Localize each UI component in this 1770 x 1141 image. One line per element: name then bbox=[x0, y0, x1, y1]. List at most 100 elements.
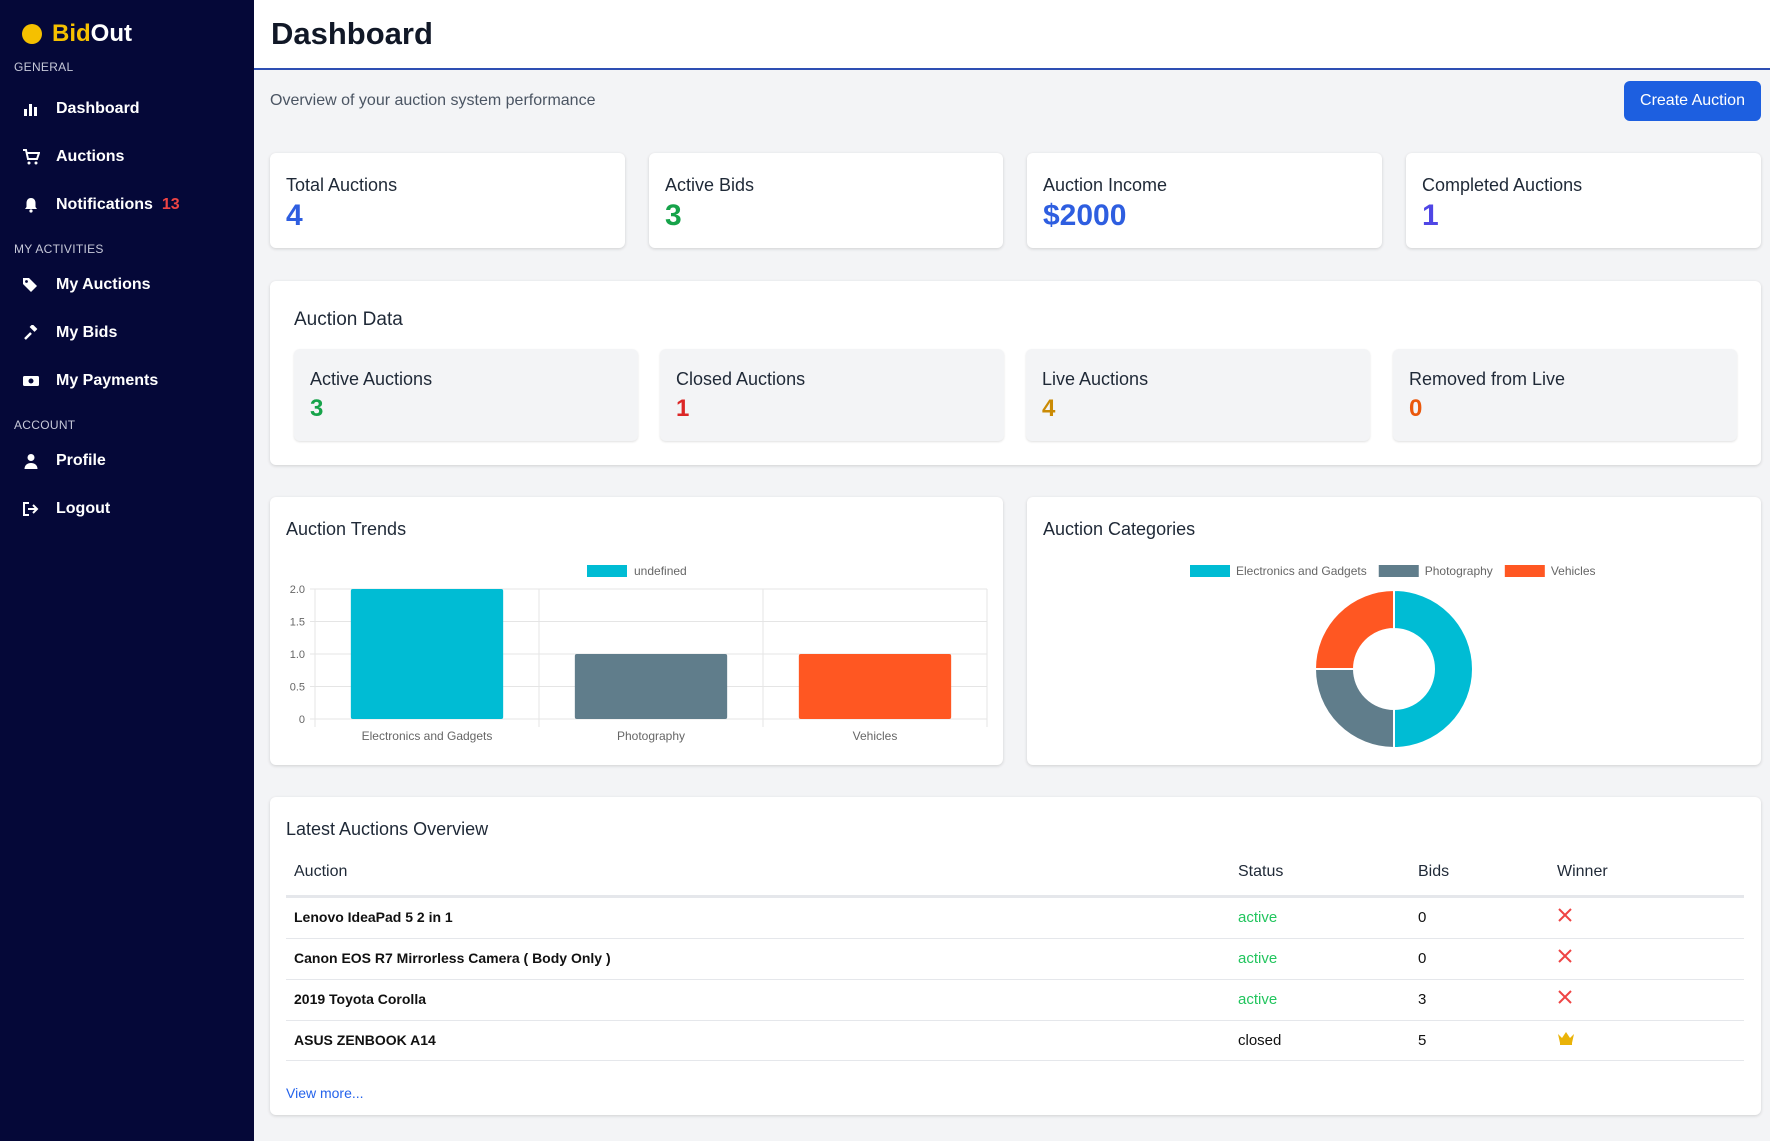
data-card-closed-auctions: Closed Auctions 1 bbox=[660, 349, 1004, 441]
sidebar-item-label: Profile bbox=[56, 452, 106, 469]
tags-icon bbox=[20, 274, 42, 296]
section-label-my-activities: MY ACTIVITIES bbox=[14, 242, 104, 256]
top-header: Dashboard bbox=[254, 0, 1770, 70]
stat-value: 4 bbox=[286, 199, 303, 232]
x-tick-label: Vehicles bbox=[853, 729, 898, 743]
sidebar-item-dashboard[interactable]: Dashboard bbox=[20, 95, 140, 123]
y-tick-label: 0.5 bbox=[290, 682, 305, 694]
legend-swatch[interactable] bbox=[1190, 565, 1230, 577]
sidebar-item-label: Notifications bbox=[56, 196, 153, 213]
sidebar-item-logout[interactable]: Logout bbox=[20, 495, 110, 523]
x-tick-label: Electronics and Gadgets bbox=[362, 729, 493, 743]
sidebar-item-label: My Payments bbox=[56, 372, 159, 389]
sidebar-item-auctions[interactable]: Auctions bbox=[20, 143, 124, 171]
latest-auctions-panel: Latest Auctions Overview Auction Status … bbox=[270, 797, 1761, 1115]
auction-trends-panel: Auction Trends 0 0.5 1.0 1.5 2.0 Electronics… bbox=[270, 497, 1003, 765]
column-header-status: Status bbox=[1238, 863, 1284, 880]
bell-icon bbox=[20, 194, 42, 216]
legend-label[interactable]: Photography bbox=[1425, 564, 1493, 578]
bar-electronics-and-gadgets[interactable] bbox=[350, 589, 504, 719]
data-value: 1 bbox=[676, 395, 690, 422]
gavel-icon bbox=[20, 322, 42, 344]
legend-swatch[interactable] bbox=[1378, 565, 1419, 577]
auction-name[interactable]: 2019 Toyota Corolla bbox=[294, 991, 427, 1007]
data-value: 4 bbox=[1042, 395, 1056, 422]
brand-logo[interactable]: Bid Out bbox=[22, 20, 132, 48]
slice-electronics-and-gadgets[interactable] bbox=[1393, 588, 1474, 750]
legend-swatch[interactable] bbox=[1504, 565, 1545, 577]
sidebar-item-profile[interactable]: Profile bbox=[20, 447, 106, 475]
x-icon bbox=[1557, 907, 1573, 927]
section-label-account: ACCOUNT bbox=[14, 418, 76, 432]
legend-label[interactable]: undefined bbox=[634, 564, 687, 578]
sidebar-item-my-bids[interactable]: My Bids bbox=[20, 319, 117, 347]
auction-bids: 5 bbox=[1418, 1032, 1427, 1049]
table-row[interactable]: Lenovo IdeaPad 5 2 in 1 active 0 bbox=[286, 897, 1744, 938]
stat-value: 1 bbox=[1422, 199, 1439, 232]
table-row[interactable]: ASUS ZENBOOK A14 closed 5 bbox=[286, 1020, 1744, 1061]
y-tick-label: 1.0 bbox=[290, 649, 305, 661]
auction-status: closed bbox=[1238, 1032, 1282, 1049]
data-value: 3 bbox=[310, 395, 324, 422]
money-icon bbox=[20, 370, 42, 392]
user-icon bbox=[20, 450, 42, 472]
auction-status: active bbox=[1238, 991, 1278, 1008]
section-label-general: GENERAL bbox=[14, 60, 74, 74]
notification-count-badge: 13 bbox=[161, 196, 180, 213]
stat-label: Active Bids bbox=[665, 175, 755, 195]
sidebar-item-label: My Auctions bbox=[56, 276, 151, 293]
stat-value: $2000 bbox=[1043, 199, 1127, 232]
stat-card-completed-auctions: Completed Auctions 1 bbox=[1406, 153, 1761, 248]
auction-bids: 0 bbox=[1418, 950, 1427, 967]
view-more-link[interactable]: View more... bbox=[286, 1085, 364, 1101]
legend-label[interactable]: Electronics and Gadgets bbox=[1236, 564, 1367, 578]
stat-card-active-bids: Active Bids 3 bbox=[649, 153, 1003, 248]
slice-vehicles[interactable] bbox=[1313, 588, 1395, 670]
stat-value: 3 bbox=[665, 199, 682, 232]
legend-label[interactable]: Vehicles bbox=[1551, 564, 1596, 578]
auction-name[interactable]: ASUS ZENBOOK A14 bbox=[294, 1032, 436, 1048]
data-label: Live Auctions bbox=[1042, 369, 1149, 389]
x-tick-label: Photography bbox=[617, 729, 685, 743]
bar-chart-icon bbox=[20, 98, 42, 120]
page-title: Dashboard bbox=[271, 16, 433, 51]
sidebar-item-notifications[interactable]: Notifications 13 bbox=[20, 191, 180, 219]
column-header-bids: Bids bbox=[1418, 863, 1450, 880]
panel-title: Latest Auctions Overview bbox=[286, 819, 489, 839]
auction-data-panel: Auction Data Active Auctions 3 Closed Au… bbox=[270, 281, 1761, 465]
brand-part-1: Bid bbox=[52, 20, 91, 47]
auction-name[interactable]: Canon EOS R7 Mirrorless Camera ( Body On… bbox=[294, 950, 611, 966]
brand-part-2: Out bbox=[90, 20, 132, 47]
auction-bids: 0 bbox=[1418, 909, 1427, 926]
cart-icon bbox=[20, 146, 42, 168]
logout-icon bbox=[20, 498, 42, 520]
create-auction-button[interactable]: Create Auction bbox=[1624, 81, 1761, 121]
y-tick-label: 0 bbox=[299, 714, 305, 726]
sidebar-item-my-auctions[interactable]: My Auctions bbox=[20, 271, 151, 299]
x-icon bbox=[1557, 948, 1573, 968]
table-row[interactable]: 2019 Toyota Corolla active 3 bbox=[286, 979, 1744, 1020]
stat-label: Completed Auctions bbox=[1422, 175, 1583, 195]
panel-title: Auction Categories bbox=[1043, 519, 1196, 539]
auction-categories-donut-chart: Electronics and Gadgets Photography Vehicl… bbox=[1190, 564, 1596, 750]
y-tick-label: 2.0 bbox=[290, 584, 305, 596]
table-row[interactable]: Canon EOS R7 Mirrorless Camera ( Body On… bbox=[286, 938, 1744, 979]
auction-trends-bar-chart: 0 0.5 1.0 1.5 2.0 Electronics and Gadgets Pho… bbox=[290, 564, 988, 743]
data-label: Active Auctions bbox=[310, 369, 433, 389]
stat-label: Auction Income bbox=[1043, 175, 1168, 195]
bar-vehicles[interactable] bbox=[798, 654, 952, 719]
panel-title: Auction Data bbox=[294, 309, 403, 330]
data-card-active-auctions: Active Auctions 3 bbox=[294, 349, 638, 441]
bar-photography[interactable] bbox=[574, 654, 728, 719]
sidebar-item-label: Auctions bbox=[56, 148, 125, 165]
legend-swatch[interactable] bbox=[587, 565, 627, 577]
y-tick-label: 1.5 bbox=[290, 617, 305, 629]
data-card-live-auctions: Live Auctions 4 bbox=[1026, 349, 1370, 441]
sidebar-item-my-payments[interactable]: My Payments bbox=[20, 367, 158, 395]
column-header-winner: Winner bbox=[1557, 863, 1608, 880]
auction-name[interactable]: Lenovo IdeaPad 5 2 in 1 bbox=[294, 909, 453, 925]
header-divider bbox=[286, 895, 1744, 897]
auction-categories-panel: Auction Categories Electronics and Gadge… bbox=[1027, 497, 1761, 765]
slice-photography[interactable] bbox=[1313, 668, 1395, 750]
data-card-removed-from-live: Removed from Live 0 bbox=[1393, 349, 1737, 441]
